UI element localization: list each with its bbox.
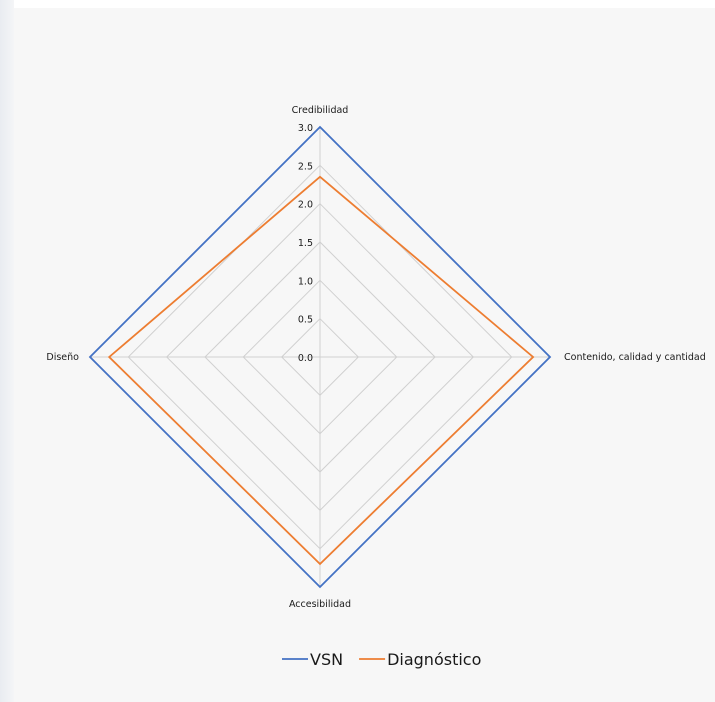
tick-label-5: 2.5 (298, 161, 313, 172)
tick-label-4: 2.0 (298, 200, 313, 211)
tick-label-6: 3.0 (298, 123, 313, 134)
axis-label-3: Diseño (46, 352, 79, 363)
radar-tick-labels: 0.0 0.5 1.0 1.5 2.0 2.5 3.0 (298, 123, 313, 364)
tick-label-1: 0.5 (298, 315, 313, 326)
radar-spokes (90, 127, 550, 587)
chart-legend: VSN Diagnóstico (282, 650, 481, 669)
radar-axis-labels: Credibilidad Contenido, calidad y cantida… (46, 105, 705, 610)
series-1-line (107, 175, 535, 566)
radar-series (88, 125, 552, 589)
left-edge-strip (0, 0, 14, 702)
legend-label-1: Diagnóstico (387, 650, 481, 669)
tick-label-2: 1.0 (298, 276, 313, 287)
tick-label-0: 0.0 (298, 353, 313, 364)
axis-label-1: Contenido, calidad y cantidad (564, 352, 706, 363)
axis-label-2: Accesibilidad (289, 599, 351, 610)
legend-label-0: VSN (310, 650, 343, 669)
series-0-line (88, 125, 552, 589)
tick-label-3: 1.5 (298, 238, 313, 249)
axis-label-0: Credibilidad (292, 105, 349, 116)
